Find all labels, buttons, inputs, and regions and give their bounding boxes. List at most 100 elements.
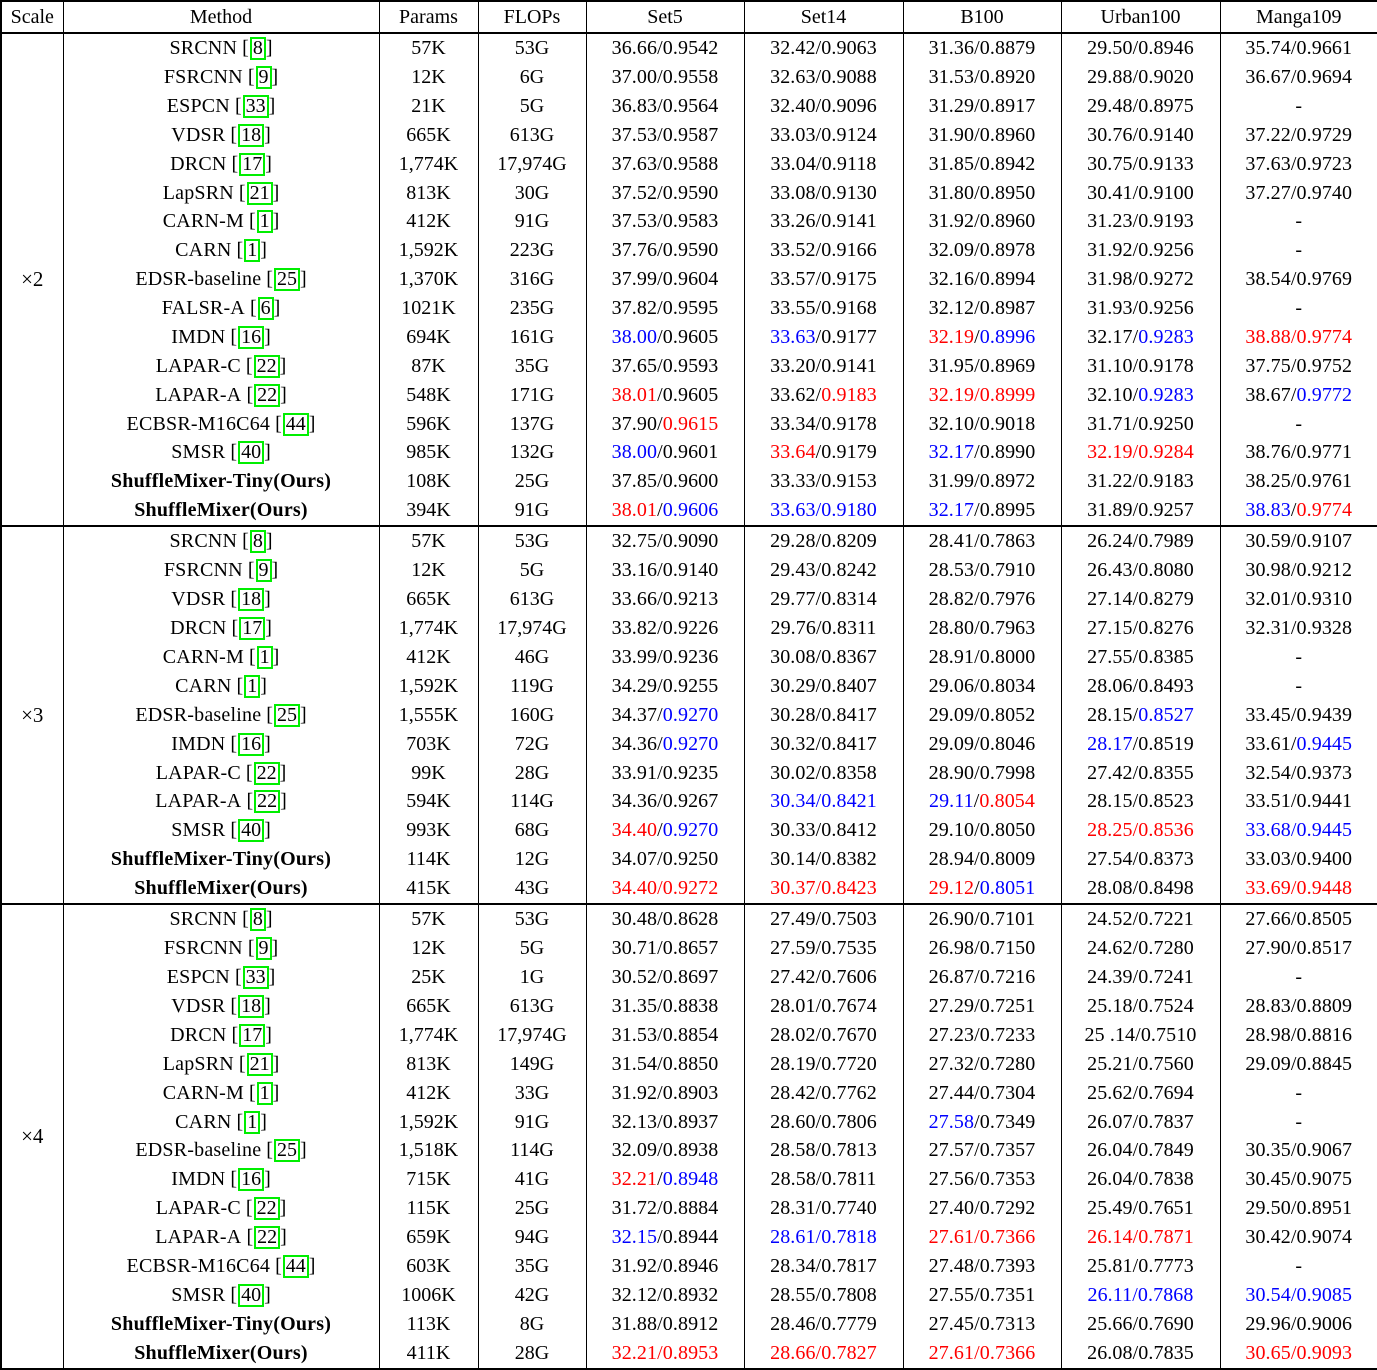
value-separator: / bbox=[974, 732, 980, 755]
psnr-value: 30.98 bbox=[1245, 559, 1291, 582]
ssim-value: 0.8367 bbox=[821, 646, 877, 669]
metric-cell: 33.99/0.9236 bbox=[585, 643, 745, 672]
method-name: CARN bbox=[175, 239, 232, 262]
value-separator: / bbox=[657, 152, 663, 175]
metric-cell: 26.07/0.7837 bbox=[1060, 1107, 1221, 1137]
psnr-value: 28.98 bbox=[1245, 1023, 1291, 1046]
citation-link[interactable]: 17 bbox=[239, 1023, 266, 1047]
metric-cell: 38.01/0.9606 bbox=[585, 496, 745, 527]
value-separator: / bbox=[1290, 995, 1297, 1018]
citation-link[interactable]: 1 bbox=[256, 1081, 273, 1105]
ssim-value: 0.8276 bbox=[1138, 617, 1194, 640]
psnr-value: 33.63 bbox=[770, 325, 816, 348]
ssim-value: 0.9771 bbox=[1296, 441, 1353, 464]
value-separator: / bbox=[974, 152, 980, 175]
metric-cell: 29.09/0.8052 bbox=[902, 700, 1062, 730]
table-row: ECBSR-M16C64 [44] 596K 137G 37.90/0.9615 33.… bbox=[1, 409, 1377, 439]
citation-link[interactable]: 22 bbox=[254, 383, 281, 407]
ssim-value: 0.7216 bbox=[979, 966, 1036, 989]
metric-cell: 28.02/0.7670 bbox=[743, 1021, 904, 1050]
citation-link[interactable]: 25 bbox=[273, 1139, 300, 1163]
citation-link[interactable]: 44 bbox=[282, 1254, 309, 1278]
value-separator: / bbox=[1290, 761, 1297, 784]
flops-cell: 160G bbox=[477, 700, 587, 730]
citation-link[interactable]: 9 bbox=[255, 937, 272, 961]
citation-link[interactable]: 22 bbox=[253, 1197, 280, 1221]
psnr-value: 27.59 bbox=[770, 937, 816, 960]
psnr-value: 38.67 bbox=[1245, 383, 1291, 406]
citation-link[interactable]: 8 bbox=[249, 908, 266, 932]
citation-link[interactable]: 21 bbox=[246, 181, 273, 205]
column-header-flops: FLOPs bbox=[477, 1, 587, 34]
psnr-value: 29.09 bbox=[928, 732, 975, 755]
value-separator: / bbox=[1132, 674, 1139, 697]
ssim-value: 0.9615 bbox=[662, 412, 719, 435]
value-separator: / bbox=[815, 937, 822, 960]
citation-link[interactable]: 33 bbox=[242, 94, 269, 118]
citation-link[interactable]: 18 bbox=[238, 123, 265, 147]
citation-link[interactable]: 25 bbox=[273, 268, 300, 292]
flops-cell: 53G bbox=[477, 903, 587, 935]
metric-cell: 32.17/0.9283 bbox=[1060, 323, 1221, 352]
citation-link[interactable]: 1 bbox=[256, 210, 273, 234]
citation-link[interactable]: 40 bbox=[238, 819, 265, 843]
citation-link[interactable]: 44 bbox=[282, 412, 309, 436]
citation-link[interactable]: 21 bbox=[246, 1052, 273, 1076]
citation-link[interactable]: 16 bbox=[238, 325, 265, 349]
value-separator: / bbox=[1132, 559, 1139, 582]
citation-link[interactable]: 25 bbox=[273, 703, 300, 727]
method-name: IMDN bbox=[171, 1168, 226, 1191]
metric-cell: 38.00/0.9601 bbox=[585, 438, 745, 468]
citation-link[interactable]: 22 bbox=[254, 790, 281, 814]
citation-link[interactable]: 1 bbox=[244, 1110, 261, 1134]
table-row: ECBSR-M16C64 [44] 603K 35G 31.92/0.8946 28.3… bbox=[1, 1252, 1377, 1281]
citation-link[interactable]: 1 bbox=[244, 674, 261, 698]
method-cell: SMSR [40] bbox=[62, 438, 380, 468]
citation-link[interactable]: 1 bbox=[244, 239, 261, 263]
value-separator: / bbox=[657, 37, 663, 60]
value-separator: / bbox=[815, 441, 822, 464]
citation-link[interactable]: 22 bbox=[254, 1226, 281, 1250]
citation-link[interactable]: 17 bbox=[239, 152, 266, 176]
metric-cell: 28.46/0.7779 bbox=[743, 1309, 904, 1339]
citation-link[interactable]: 17 bbox=[239, 617, 266, 641]
citation-link[interactable]: 33 bbox=[242, 966, 269, 990]
citation-link[interactable]: 1 bbox=[256, 646, 273, 670]
psnr-value: 26.90 bbox=[928, 908, 975, 931]
citation-link[interactable]: 8 bbox=[249, 530, 266, 554]
citation-link[interactable]: 6 bbox=[257, 297, 274, 321]
ssim-value: 0.9752 bbox=[1296, 354, 1353, 377]
citation-link[interactable]: 8 bbox=[249, 37, 266, 61]
ssim-value: 0.8536 bbox=[1138, 819, 1194, 842]
params-cell: 1,370K bbox=[378, 265, 479, 295]
psnr-value: 37.00 bbox=[611, 66, 658, 89]
metric-cell: 27.29/0.7251 bbox=[902, 992, 1062, 1021]
citation-link[interactable]: 9 bbox=[255, 66, 272, 90]
metric-cell: 29.10/0.8050 bbox=[902, 816, 1062, 846]
citation-link[interactable]: 22 bbox=[253, 761, 280, 785]
psnr-value: 38.00 bbox=[611, 441, 658, 464]
citation-link[interactable]: 16 bbox=[238, 732, 265, 756]
psnr-value: 33.16 bbox=[611, 559, 658, 582]
citation-link[interactable]: 40 bbox=[238, 441, 265, 465]
params-cell: 57K bbox=[378, 525, 479, 557]
value-separator: / bbox=[974, 268, 980, 291]
citation-link[interactable]: 18 bbox=[238, 995, 265, 1019]
citation-link[interactable]: 22 bbox=[253, 354, 280, 378]
table-row: FSRCNN [9] 12K 6G 37.00/0.9558 32.63/0.9088 3… bbox=[1, 63, 1377, 92]
citation-link[interactable]: 16 bbox=[238, 1168, 265, 1192]
psnr-value: 33.33 bbox=[770, 470, 816, 493]
psnr-value: 30.59 bbox=[1245, 530, 1291, 553]
table-row: CARN [1] 1,592K 91G 32.13/0.8937 28.60/0.780… bbox=[1, 1107, 1377, 1137]
value-separator: / bbox=[815, 94, 822, 117]
ssim-value: 0.9310 bbox=[1296, 588, 1353, 611]
metric-cell: 29.06/0.8034 bbox=[902, 672, 1062, 701]
table-row: FSRCNN [9] 12K 5G 33.16/0.9140 29.43/0.8242 2… bbox=[1, 556, 1377, 586]
citation-link[interactable]: 9 bbox=[255, 559, 272, 583]
metric-cell: 29.88/0.9020 bbox=[1060, 63, 1221, 92]
citation-link[interactable]: 18 bbox=[238, 588, 265, 612]
ssim-value: 0.8953 bbox=[662, 1341, 719, 1364]
citation-link[interactable]: 40 bbox=[238, 1283, 265, 1307]
ssim-value: 0.8519 bbox=[1138, 732, 1194, 755]
